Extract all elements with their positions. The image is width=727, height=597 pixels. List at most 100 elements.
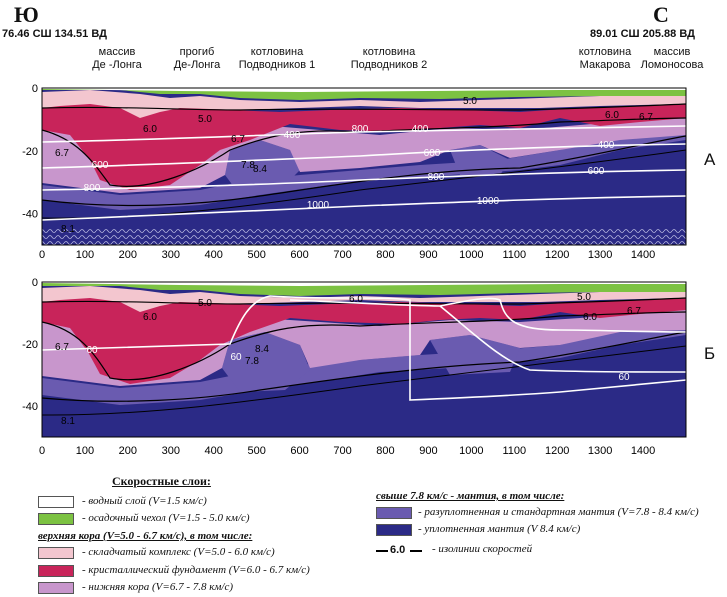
crystalline-layer-a bbox=[42, 98, 686, 190]
isoline-60-1-b bbox=[41, 295, 687, 401]
contour-label-b: 60 bbox=[86, 345, 98, 356]
contour-label-b: 60 bbox=[230, 352, 242, 363]
contour-label-a: 1000 bbox=[307, 200, 330, 211]
isoline-stroke-left bbox=[376, 550, 388, 552]
section-a: 5.0 6.0 6.7 7.8 8.1 8.4 6.7 5.0 6.0 6.7 400 600 800 1… bbox=[41, 87, 687, 246]
mantle-light-layer-a bbox=[42, 135, 686, 210]
contour-label-a: 6.7 bbox=[55, 148, 69, 159]
legend-mantle-dense: - уплотненная мантия (V 8.4 км/с) bbox=[418, 523, 581, 535]
start-coordinates: 76.46 СШ 134.51 ВД bbox=[2, 28, 107, 40]
x-tick-label: 700 bbox=[333, 445, 351, 457]
legend-swatch-sediment bbox=[38, 513, 74, 525]
contour-label-b: 5.0 bbox=[577, 292, 591, 303]
north-label: С bbox=[653, 2, 669, 27]
mantle-light-bulge2-a bbox=[450, 145, 510, 175]
y-tick-label: -20 bbox=[22, 146, 38, 158]
folded-layer-b bbox=[42, 286, 686, 312]
x-tick-label: 200 bbox=[119, 445, 137, 457]
x-tick-label: 400 bbox=[205, 445, 223, 457]
contour-label-a: 1000 bbox=[477, 196, 500, 207]
water-layer-b bbox=[42, 282, 686, 286]
contour-label-b: 7.8 bbox=[245, 356, 259, 367]
isotherm-400-a bbox=[41, 125, 687, 143]
feature-de-long-trough: прогиб Де-Лонга bbox=[152, 46, 242, 72]
legend-isoline-value: 6.0 bbox=[390, 544, 406, 556]
y-tick-label: -40 bbox=[22, 209, 38, 221]
legend-folded: - складчатый комплекс (V=5.0 - 6.0 км/с) bbox=[82, 546, 275, 558]
feature-line1: массив bbox=[653, 46, 691, 58]
feature-podvodnikov-2: котловина Подводников 2 bbox=[344, 46, 434, 72]
legend-swatch-water bbox=[38, 496, 74, 508]
x-tick-label: 900 bbox=[419, 249, 437, 261]
water-layer-a bbox=[42, 88, 686, 92]
x-tick-label: 1200 bbox=[545, 445, 569, 457]
contour-label-a: 400 bbox=[412, 124, 429, 135]
contour-label-a: 6.0 bbox=[143, 124, 157, 135]
legend-crystalline: - кристаллический фундамент (V=6.0 - 6.7… bbox=[82, 564, 310, 576]
x-tick-label: 800 bbox=[376, 445, 394, 457]
contour-label-a: 600 bbox=[92, 160, 109, 171]
x-tick-label: 700 bbox=[333, 249, 351, 261]
hatched-band-a bbox=[42, 228, 686, 245]
contour-label-a: 6.0 bbox=[605, 110, 619, 121]
feature-line2: Ломоносова bbox=[640, 59, 704, 71]
contour-label-a: 5.0 bbox=[463, 96, 477, 107]
feature-podvodnikov-1: котловина Подводников 1 bbox=[232, 46, 322, 72]
x-tick-label: 0 bbox=[39, 445, 45, 457]
frame-a bbox=[41, 87, 687, 246]
x-tick-label: 1100 bbox=[502, 445, 526, 457]
legend-water: - водный слой (V=1.5 км/с) bbox=[82, 495, 207, 507]
x-tick-label: 1400 bbox=[631, 445, 655, 457]
contour-label-b: 6.0 bbox=[143, 312, 157, 323]
contour-label-a: 600 bbox=[588, 166, 605, 177]
feature-line2: Де-Лонга bbox=[173, 59, 221, 71]
mantle-light-bulge2-b bbox=[430, 335, 520, 375]
legend-mantle-light: - разуплотненная и стандартная мантия (V… bbox=[418, 506, 699, 518]
feature-lomonosov-massif: массив Ломоносова bbox=[627, 46, 717, 72]
legend-swatch-folded bbox=[38, 547, 74, 559]
contour-label-b: 6.0 bbox=[349, 294, 363, 305]
isoline-6-7-b bbox=[41, 311, 687, 381]
x-tick-label: 600 bbox=[290, 445, 308, 457]
y-tick-label: -20 bbox=[22, 339, 38, 351]
feature-makarov-basin: котловина Макарова bbox=[560, 46, 650, 72]
x-tick-label: 1300 bbox=[588, 249, 612, 261]
legend-swatch-lower-crust bbox=[38, 582, 74, 594]
isoline-60-2-b bbox=[289, 297, 687, 333]
feature-line2: Макарова bbox=[579, 59, 631, 71]
x-tick-label: 500 bbox=[247, 445, 265, 457]
contour-label-b: 6.7 bbox=[627, 306, 641, 317]
isotherm-600-a bbox=[41, 143, 687, 169]
contour-label-a: 6.7 bbox=[639, 112, 653, 123]
contour-label-a: 6.7 bbox=[231, 134, 245, 145]
x-tick-label: 600 bbox=[290, 249, 308, 261]
legend-swatch-mantle-dense bbox=[376, 524, 412, 536]
mantle-light-bulge-b bbox=[222, 332, 310, 392]
contour-label-a: 400 bbox=[598, 140, 615, 151]
feature-line1: котловина bbox=[362, 46, 416, 58]
contour-label-b: 60 bbox=[618, 372, 630, 383]
isotherm-1000-a bbox=[41, 195, 687, 221]
x-tick-label: 900 bbox=[419, 445, 437, 457]
isoline-stroke-right bbox=[410, 550, 422, 552]
frame-b bbox=[41, 281, 687, 438]
legend-mantle-heading: свыше 7.8 км/с - мантия, в том числе: bbox=[376, 490, 565, 502]
isotherm-800-a bbox=[41, 169, 687, 191]
x-tick-label: 400 bbox=[205, 249, 223, 261]
folded-layer-a bbox=[42, 90, 686, 118]
isoline-7-8-b bbox=[41, 331, 687, 402]
feature-line1: прогиб bbox=[179, 46, 215, 58]
contour-label-b: 8.4 bbox=[255, 344, 269, 355]
contour-label-b: 6.0 bbox=[583, 312, 597, 323]
contour-label-a: 8.4 bbox=[253, 164, 267, 175]
x-tick-label: 0 bbox=[39, 249, 45, 261]
isoline-60-3-b bbox=[439, 305, 687, 373]
feature-line1: массив bbox=[98, 46, 136, 58]
x-tick-label: 1300 bbox=[588, 445, 612, 457]
sediment-layer-b bbox=[42, 282, 686, 296]
x-tick-label: 200 bbox=[119, 249, 137, 261]
legend-lower-crust: - нижняя кора (V=6.7 - 7.8 км/с) bbox=[82, 581, 233, 593]
isoline-6-0-a bbox=[41, 103, 687, 111]
isoline-6-7-a bbox=[41, 117, 687, 187]
